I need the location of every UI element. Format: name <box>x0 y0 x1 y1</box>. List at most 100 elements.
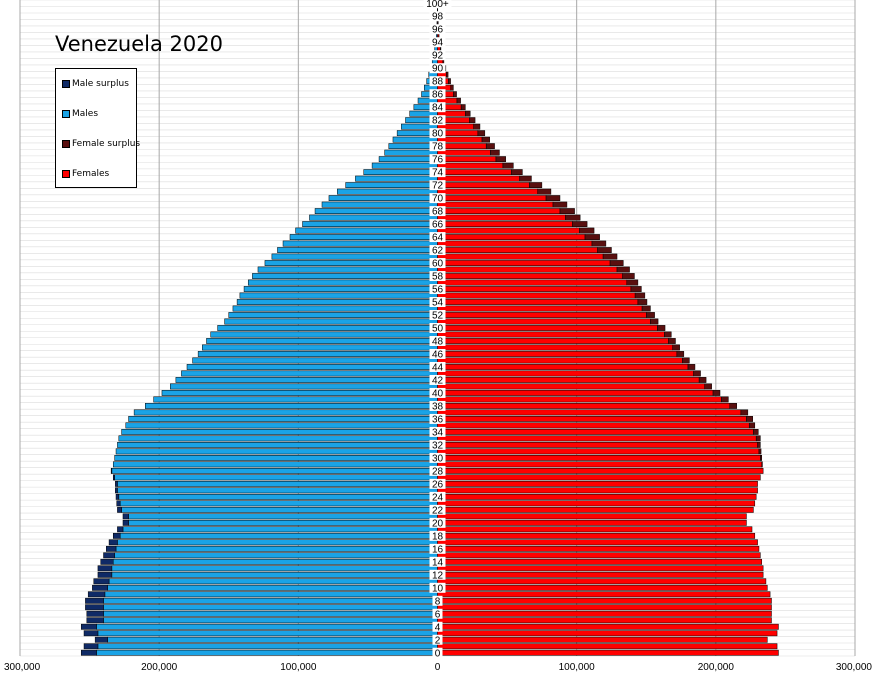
bar-males <box>115 545 438 552</box>
bar-female-surplus <box>450 84 454 91</box>
bar-males <box>206 338 438 344</box>
bar-females <box>437 461 763 468</box>
bar-female-surplus <box>537 188 552 195</box>
age-label: 40 <box>432 388 444 399</box>
age-label: 80 <box>432 129 444 140</box>
bar-males <box>117 480 438 487</box>
bar-males <box>289 234 438 240</box>
age-label-bg <box>429 284 446 295</box>
legend: Male surplus Males Female surplus Female… <box>55 68 140 188</box>
age-label: 52 <box>432 311 444 322</box>
age-label: 66 <box>432 220 444 231</box>
bar-males <box>302 221 438 227</box>
bar-males <box>197 351 438 357</box>
legend-item-females: Females <box>62 169 109 179</box>
age-label-bg <box>432 608 443 619</box>
bar-female-surplus <box>755 435 761 442</box>
age-label-bg <box>429 543 446 554</box>
bar-males <box>224 318 438 325</box>
bar-females <box>437 610 772 617</box>
bars-group <box>80 0 779 656</box>
bar-females <box>437 195 547 201</box>
bar-female-surplus <box>746 416 753 422</box>
bar-males <box>117 539 438 546</box>
bar-females <box>437 493 757 500</box>
bar-females <box>437 351 678 357</box>
legend-label-male-surplus: Male surplus <box>72 79 129 89</box>
bar-females <box>437 519 747 526</box>
age-label-bg <box>429 556 446 567</box>
x-tick-label: 200,000 <box>698 662 735 673</box>
bar-females <box>437 175 520 182</box>
bar-males <box>257 266 438 273</box>
age-label-bg <box>429 154 446 165</box>
bar-males <box>103 604 438 611</box>
bar-male-surplus <box>115 487 118 494</box>
bar-female-surplus <box>565 214 581 221</box>
bar-male-surplus <box>86 617 104 624</box>
bar-females <box>437 260 611 266</box>
legend-label-males: Males <box>72 109 99 119</box>
bar-males <box>133 409 438 416</box>
bar-females <box>437 480 758 487</box>
x-tick-label: 0 <box>435 662 441 673</box>
age-label-bg <box>423 0 452 9</box>
age-label-bg <box>429 89 446 100</box>
age-label-bg <box>429 348 446 359</box>
bar-females <box>437 429 754 435</box>
bar-female-surplus <box>473 123 481 130</box>
x-tick-label: 100,000 <box>559 662 596 673</box>
x-tick-labels-group: 300,000 200,000 100,000 0 100,000 200,000 300,… <box>4 662 872 673</box>
legend-swatch-female-surplus <box>62 139 70 148</box>
age-label: 2 <box>435 635 441 646</box>
bar-male-surplus <box>115 493 120 500</box>
age-label: 22 <box>432 505 444 516</box>
bar-female-surplus <box>698 377 707 383</box>
bar-males <box>103 617 438 624</box>
bar-female-surplus <box>519 175 532 182</box>
bar-females <box>437 214 566 221</box>
bar-females <box>437 545 760 552</box>
bar-males <box>186 364 438 370</box>
chart-title: Venezuela 2020 <box>55 32 223 56</box>
bar-female-surplus <box>646 312 655 318</box>
age-label: 44 <box>432 362 444 373</box>
bar-female-surplus <box>511 169 523 176</box>
age-label: 10 <box>432 583 444 594</box>
bar-females <box>437 448 760 455</box>
bar-male-surplus <box>103 552 115 559</box>
age-label: 32 <box>432 440 444 451</box>
age-label: 36 <box>432 414 444 425</box>
bar-female-surplus <box>729 403 737 409</box>
bar-females <box>437 597 772 604</box>
bar-males <box>328 195 438 201</box>
bar-females <box>437 169 512 176</box>
bar-male-surplus <box>83 630 99 637</box>
bar-males <box>145 403 438 409</box>
bar-males <box>112 558 438 565</box>
bar-males <box>232 305 438 312</box>
bar-males <box>202 344 438 351</box>
bar-male-surplus <box>122 519 129 526</box>
bar-females <box>437 247 598 253</box>
bar-females <box>437 487 758 494</box>
bar-females <box>437 500 756 507</box>
age-label-bg <box>429 387 446 398</box>
bar-female-surplus <box>682 357 690 364</box>
age-label-bg <box>429 530 446 541</box>
bar-females <box>437 591 771 598</box>
bar-males <box>103 610 438 617</box>
bar-males <box>309 214 438 221</box>
bar-females <box>437 273 623 279</box>
age-label-bg <box>429 245 446 256</box>
age-label: 92 <box>432 51 444 62</box>
bar-females <box>437 188 538 195</box>
bar-female-surplus <box>637 299 648 305</box>
x-tick-label: 300,000 <box>836 662 873 673</box>
age-label-bg <box>429 465 446 476</box>
bar-female-surplus <box>572 221 588 227</box>
bar-males <box>125 422 438 429</box>
bar-females <box>437 552 761 559</box>
bar-male-surplus <box>117 526 124 533</box>
